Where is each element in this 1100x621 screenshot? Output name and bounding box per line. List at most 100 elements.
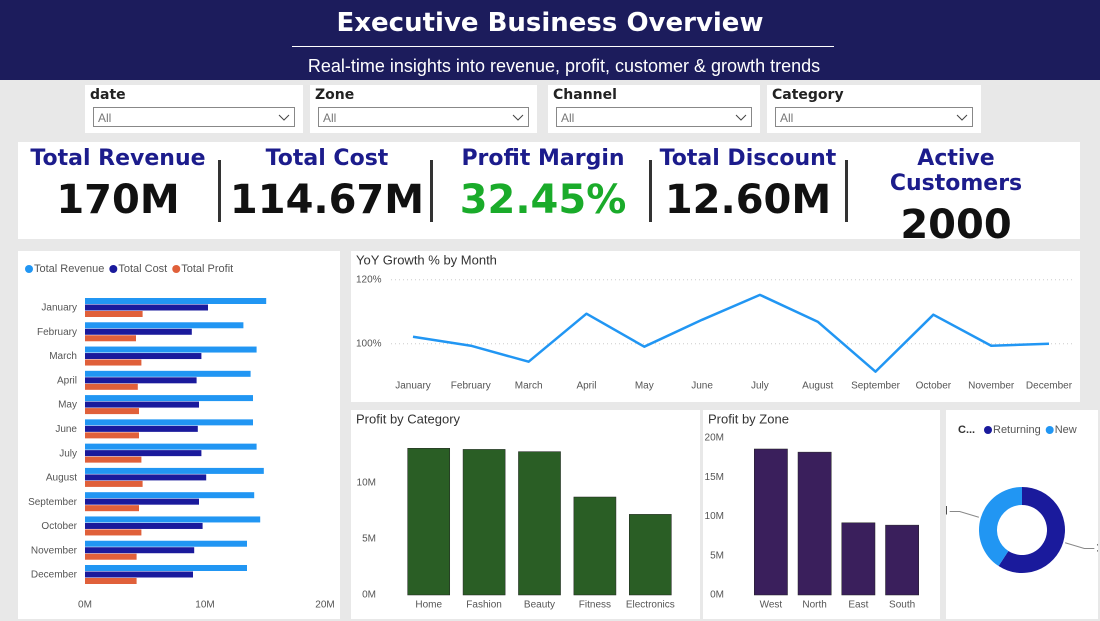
bar	[85, 311, 143, 317]
filter-value: All	[98, 111, 112, 125]
y-tick-label: 10M	[705, 511, 724, 522]
y-tick-label: August	[46, 473, 77, 484]
legend-label: New	[1055, 424, 1077, 436]
bar	[85, 335, 136, 342]
bar	[85, 432, 139, 439]
bar	[797, 451, 832, 596]
kpi-value: 32.45%	[459, 177, 627, 223]
x-tick-label: August	[802, 381, 833, 392]
y-tick-label: June	[55, 424, 77, 435]
bar	[85, 529, 142, 536]
data-label: 100M	[1096, 541, 1098, 555]
filter-label: Zone	[315, 87, 355, 103]
y-tick-label: 120%	[356, 274, 382, 285]
kpi-value: 114.67M	[229, 177, 425, 223]
separator	[218, 160, 221, 222]
y-tick-label: March	[49, 351, 77, 362]
line	[412, 293, 1050, 373]
bar	[85, 480, 143, 487]
donut-slice	[979, 487, 1022, 567]
x-tick-label: October	[916, 381, 952, 392]
filter: date All	[85, 85, 303, 133]
filter-value: All	[323, 111, 337, 125]
y-tick-label: October	[41, 521, 77, 532]
chart-title: YoY Growth % by Month	[356, 252, 497, 267]
y-tick-label: 100%	[356, 338, 382, 349]
chevron	[956, 114, 968, 121]
kpi: Total Revenue 170M	[18, 142, 218, 239]
chevron	[735, 114, 747, 121]
filter: Channel All	[548, 85, 760, 133]
kpi-value: 12.60M	[664, 177, 832, 223]
bar	[85, 505, 139, 512]
bar	[85, 578, 137, 584]
kpi-value: 2000	[900, 202, 1012, 248]
filter-dropdown[interactable]: All	[775, 107, 973, 127]
y-tick-label: May	[58, 400, 77, 411]
bar	[85, 565, 247, 571]
x-tick-label: 0M	[78, 600, 92, 611]
bar	[85, 370, 251, 377]
chart: Profit by Zone 0M 5M 10M 15M 20M West North East…	[705, 411, 919, 611]
y-tick-label: 0M	[362, 590, 376, 601]
filter-dropdown[interactable]: All	[93, 107, 295, 127]
bar	[885, 524, 919, 596]
legend-marker	[172, 265, 181, 273]
x-tick-label: Electronics	[626, 600, 675, 611]
bar	[628, 514, 672, 596]
bar	[407, 448, 451, 596]
chart: 0M 10M 20M January February March April May June…	[25, 263, 335, 611]
x-tick-label: December	[1026, 381, 1073, 392]
x-tick-label: May	[635, 381, 654, 392]
filter-value: All	[561, 111, 575, 125]
bar	[85, 516, 261, 523]
bar	[85, 395, 253, 402]
chart-panel: Profit by Category 0M 5M 10M Home Fashion Beau…	[351, 410, 700, 619]
chevron	[512, 114, 524, 121]
bar	[462, 449, 506, 596]
filter-dropdown[interactable]: All	[556, 107, 752, 127]
chart-title: Profit by Category	[356, 411, 461, 426]
x-tick-label: February	[451, 381, 491, 392]
bar	[85, 547, 195, 554]
legend-label: Total Profit	[181, 263, 233, 275]
bar	[573, 496, 617, 596]
kpi-label: Total Revenue	[30, 146, 206, 171]
x-tick-label: North	[802, 600, 826, 611]
legend-label: Total Revenue	[34, 263, 104, 275]
bar	[85, 408, 139, 415]
bar	[85, 443, 257, 450]
bar	[85, 298, 267, 304]
leader-line	[1065, 542, 1095, 549]
x-tick-label: March	[515, 381, 543, 392]
legend-marker	[25, 265, 33, 273]
x-tick-label: April	[576, 381, 596, 392]
chart-panel: YoY Growth % by Month 100% 120% January Febr…	[351, 251, 1080, 402]
y-tick-label: 0M	[710, 590, 724, 601]
donut-slice	[998, 487, 1065, 573]
y-tick-label: November	[31, 545, 78, 556]
filter-dropdown[interactable]: All	[318, 107, 529, 127]
kpi-label: Total Discount	[659, 146, 837, 171]
chart-panel: Profit by Zone 0M 5M 10M 15M 20M West North East…	[703, 410, 940, 619]
legend-marker	[1045, 426, 1054, 434]
bar	[85, 474, 207, 481]
kpi: Total Cost 114.67M	[224, 142, 430, 239]
bar	[85, 328, 192, 335]
kpi-card: Total Revenue 170M Total Cost 114.67M Prof…	[18, 142, 1080, 248]
chart: C... Returning New 100M 69M	[946, 424, 1098, 573]
x-tick-label: Home	[415, 600, 442, 611]
filter: Zone All	[310, 85, 537, 133]
bar	[85, 401, 199, 408]
legend-label: Total Cost	[118, 263, 167, 275]
bar	[85, 304, 208, 311]
header: Executive Business Overview Real-time in…	[0, 0, 1100, 80]
bar	[85, 425, 198, 432]
y-tick-label: 5M	[362, 534, 376, 545]
bar	[841, 522, 876, 596]
chart: YoY Growth % by Month 100% 120% January Febr…	[356, 252, 1074, 392]
page-title: Executive Business Overview	[336, 8, 764, 38]
y-tick-label: February	[37, 327, 77, 338]
legend-label: Returning	[993, 424, 1041, 436]
legend-marker	[984, 426, 992, 434]
